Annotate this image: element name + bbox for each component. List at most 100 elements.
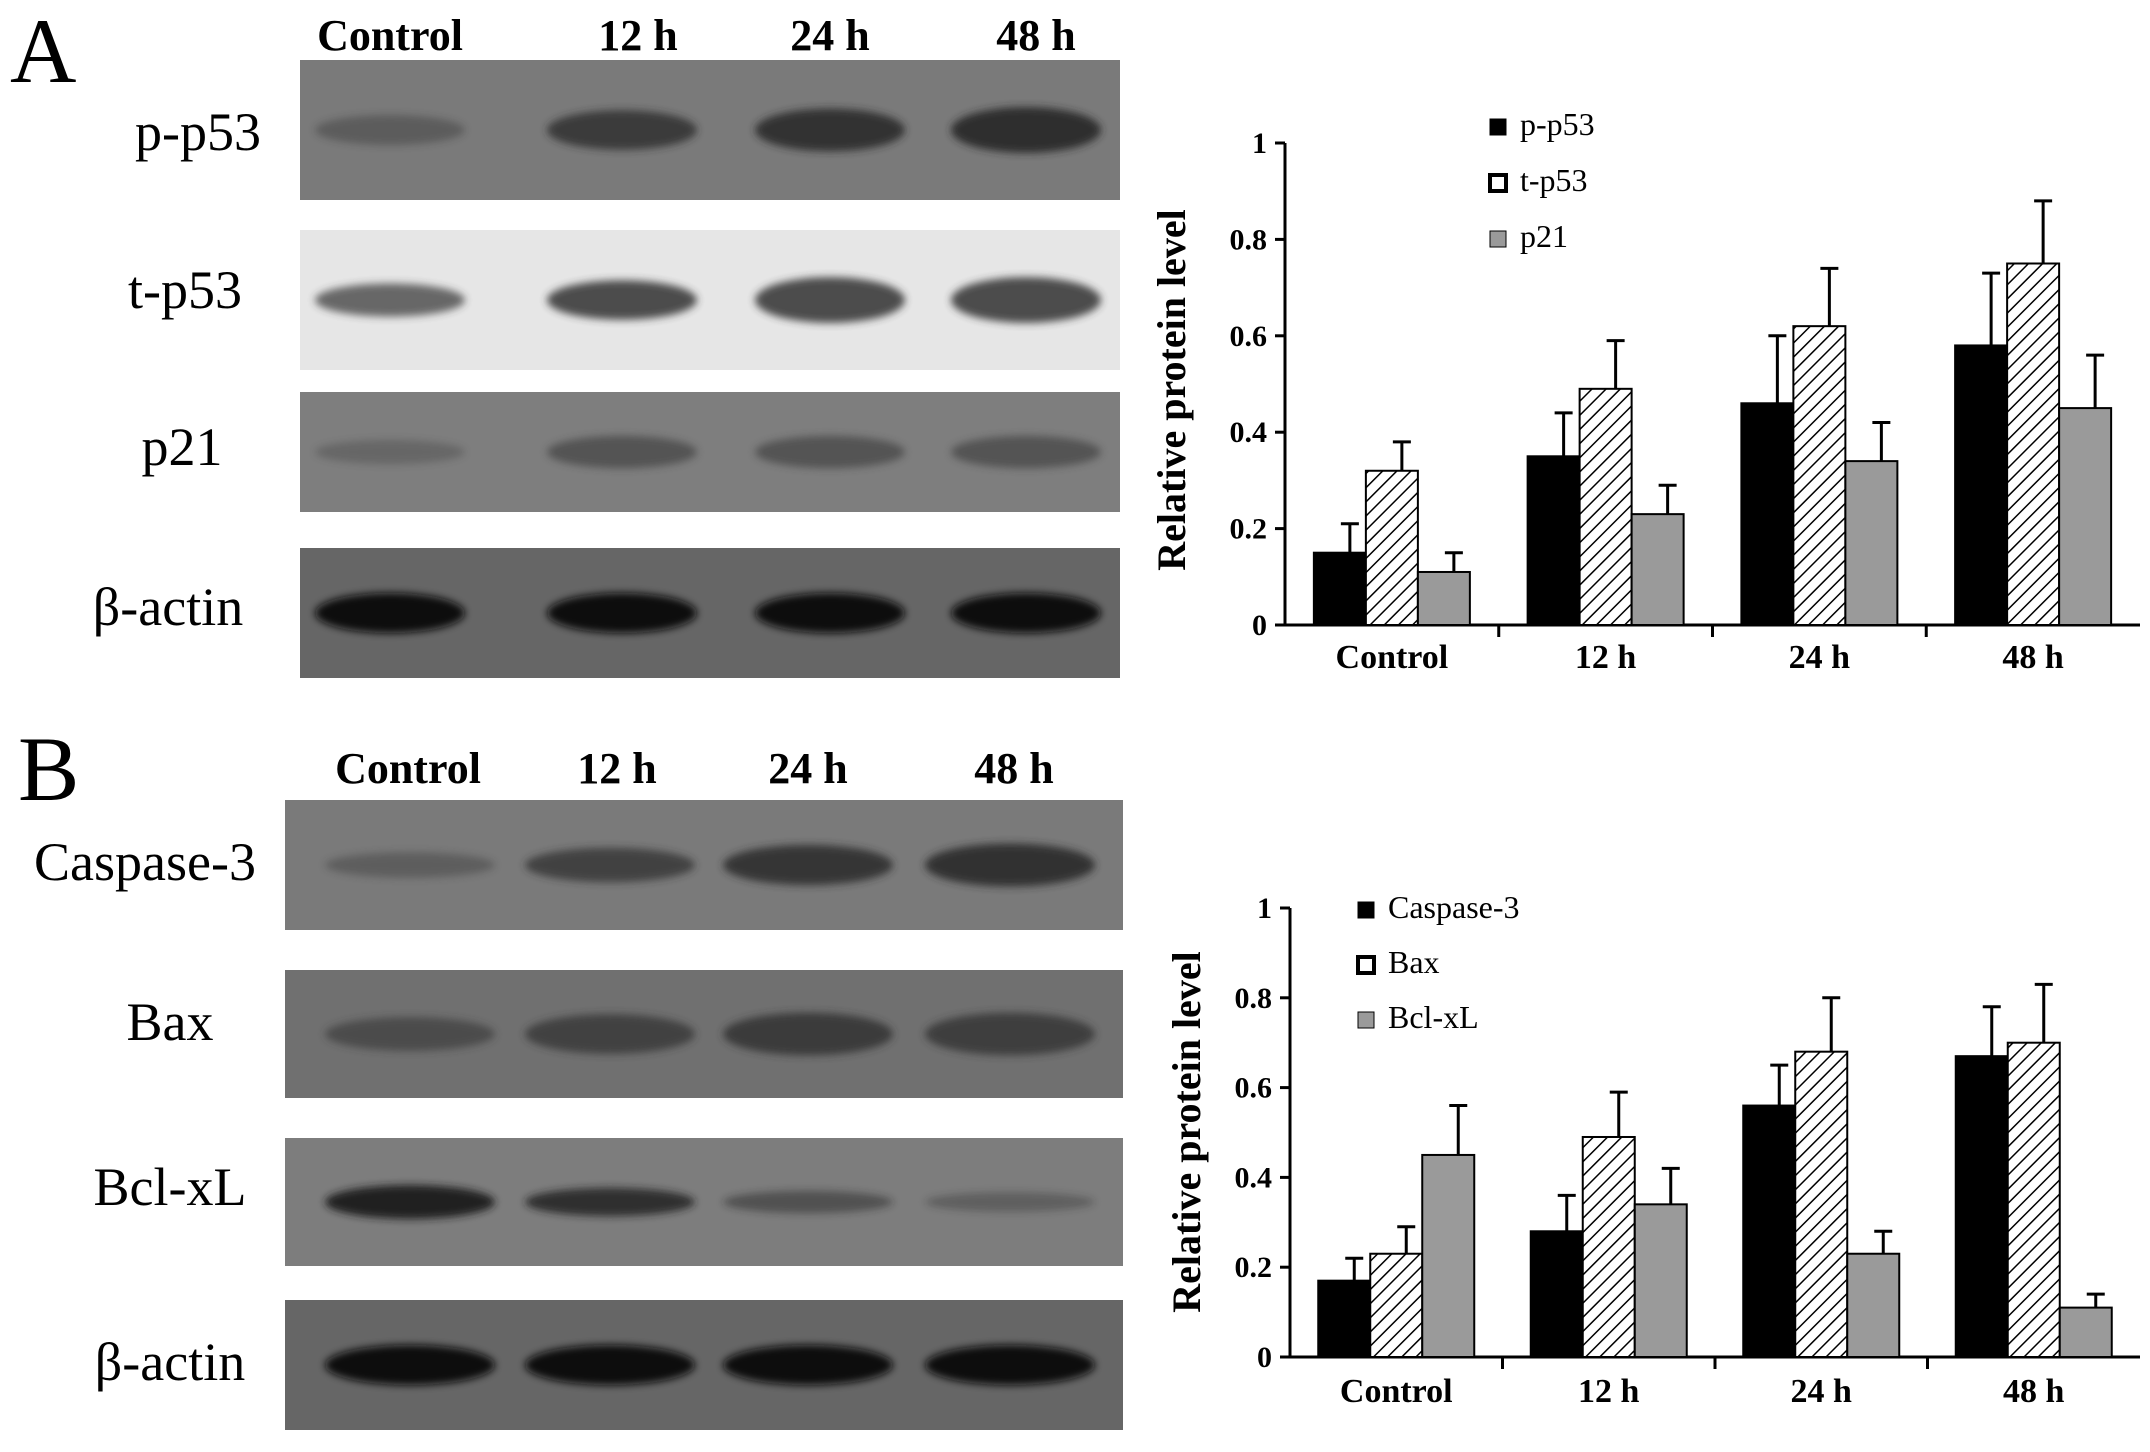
legend-label: Bcl-xL: [1388, 999, 1479, 1035]
blot-band: [755, 592, 905, 634]
bar: [1742, 1104, 1797, 1359]
panel-a-lane-label: 12 h: [598, 11, 677, 60]
panel-b-lane-label: 24 h: [768, 744, 847, 793]
blot-band: [547, 280, 697, 320]
legend-label: Bax: [1388, 944, 1440, 980]
blot-strip: [300, 60, 1120, 200]
legend-swatch: [1489, 118, 1507, 136]
blot-band: [547, 435, 697, 469]
x-category-label: Control: [1336, 639, 1449, 676]
panel-a-blot: Control 12 h 24 h 48 h p-p53 t-p53 p21 β…: [93, 11, 1120, 678]
panel-b-protein-label: Bax: [127, 992, 214, 1052]
blot-band: [951, 107, 1101, 153]
bar: [1526, 455, 1581, 626]
x-category-label: 12 h: [1578, 1373, 1640, 1410]
blot-band: [755, 435, 905, 469]
blot-strip: [300, 230, 1120, 370]
y-axis-label: Relative protein level: [1164, 951, 1209, 1312]
panel-b-lane-label: Control: [335, 744, 481, 793]
bar: [1846, 1252, 1901, 1358]
bar: [1578, 387, 1633, 626]
y-tick-label: 0.4: [1230, 416, 1268, 449]
panel-b-lane-label: 12 h: [577, 744, 656, 793]
y-axis-label: Relative protein level: [1149, 209, 1194, 570]
blot-band: [723, 1190, 893, 1214]
blot-strip: [300, 392, 1120, 512]
panel-a-chart: 0 0.2 0.4 0.6 0.8 1 Relative protein level Cont…: [1149, 106, 2140, 676]
legend-swatch: [1488, 173, 1508, 193]
panel-a-letter: A: [10, 0, 76, 102]
legend-swatch: [1489, 230, 1507, 248]
panel-a-protein-label: p21: [142, 417, 223, 477]
panel-a-blot-strips: [300, 60, 1120, 678]
bar: [1529, 1230, 1584, 1359]
panel-b-letter: B: [18, 718, 79, 820]
blot-band: [925, 843, 1095, 887]
blot-band: [723, 844, 893, 886]
y-tick-label: 1: [1252, 127, 1267, 160]
blot-band: [925, 1344, 1095, 1386]
panel-b-blot: Control 12 h 24 h 48 h Caspase-3 Bax Bcl…: [34, 744, 1123, 1430]
x-category-label: 48 h: [2002, 639, 2064, 676]
blot-band: [525, 1187, 695, 1217]
bar: [1421, 1153, 1476, 1358]
bar: [1364, 469, 1419, 627]
y-tick-label: 0.6: [1235, 1072, 1273, 1105]
panel-a: A Control 12 h 24 h 48 h p-p53 t-p53 p21…: [10, 0, 2140, 678]
blot-band: [325, 1185, 495, 1219]
panel-b-protein-label: Bcl-xL: [94, 1157, 247, 1217]
y-tick-label: 0: [1257, 1341, 1272, 1374]
blot-band: [951, 592, 1101, 634]
bar: [1954, 344, 2009, 626]
blot-band: [525, 1344, 695, 1386]
blot-band: [315, 439, 465, 465]
bar: [1581, 1135, 1636, 1358]
blot-band: [547, 592, 697, 634]
blot-strip: [285, 970, 1123, 1098]
x-category-label: 48 h: [2003, 1373, 2065, 1410]
blot-strip: [285, 1138, 1123, 1266]
bar: [2006, 1041, 2061, 1358]
bar: [2006, 262, 2061, 626]
bar: [1633, 1203, 1688, 1358]
panel-b-protein-label: Caspase-3: [34, 832, 256, 892]
blot-band: [755, 277, 905, 323]
y-tick-label: 0.2: [1230, 513, 1268, 546]
blot-band: [315, 114, 465, 146]
panel-a-lane-label: 48 h: [996, 11, 1075, 60]
panel-b-lane-label: 48 h: [974, 744, 1053, 793]
blot-band: [951, 277, 1101, 323]
legend-label: t-p53: [1520, 162, 1588, 198]
y-tick-label: 0: [1252, 609, 1267, 642]
panel-b-blot-strips: [285, 800, 1123, 1430]
blot-strip: [300, 548, 1120, 678]
y-tick-label: 0.2: [1235, 1251, 1273, 1284]
bar: [1416, 570, 1471, 626]
bar: [2058, 407, 2113, 626]
legend-swatch: [1356, 955, 1376, 975]
bar: [1369, 1252, 1424, 1358]
y-tick-label: 0.8: [1235, 982, 1273, 1015]
y-tick-label: 1: [1257, 892, 1272, 925]
blot-band: [723, 1344, 893, 1386]
blot-band: [925, 1012, 1095, 1056]
blot-band: [925, 1192, 1095, 1212]
panel-a-protein-label: p-p53: [135, 102, 261, 162]
blot-band: [525, 847, 695, 883]
bar: [1312, 551, 1367, 627]
bar: [1792, 325, 1847, 626]
x-category-label: 24 h: [1791, 1373, 1853, 1410]
panel-b-protein-label: β-actin: [95, 1332, 245, 1392]
x-category-label: Control: [1340, 1373, 1453, 1410]
legend-label: p21: [1520, 218, 1568, 254]
y-tick-label: 0.6: [1230, 320, 1268, 353]
x-category-label: 12 h: [1575, 639, 1637, 676]
blot-band: [315, 592, 465, 634]
bar: [2058, 1306, 2113, 1358]
blot-band: [325, 1344, 495, 1386]
bar: [1630, 513, 1685, 627]
y-tick-label: 0.8: [1230, 223, 1268, 256]
legend-label: p-p53: [1520, 106, 1595, 142]
bar: [1844, 460, 1899, 626]
